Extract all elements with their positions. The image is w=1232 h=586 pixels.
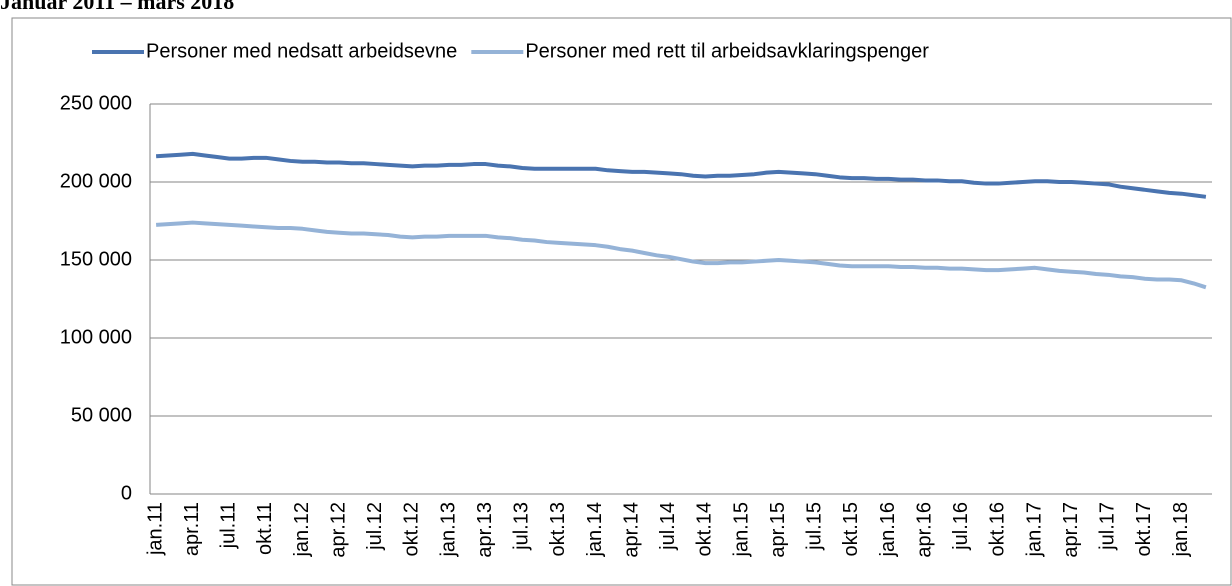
x-tick-label: jan.17: [1023, 502, 1045, 558]
series-line: [155, 151, 1207, 199]
x-tick-label: apr.15: [767, 502, 789, 558]
x-tick-label: jul.15: [804, 502, 826, 551]
x-tick-label: jan.13: [437, 502, 459, 558]
x-tick-label: okt.16: [987, 502, 1009, 556]
y-tick-label: 50 000: [71, 404, 132, 426]
y-tick-label: 250 000: [60, 92, 132, 114]
x-tick-label: jan.11: [144, 502, 166, 556]
x-tick-label: okt.12: [401, 502, 423, 556]
x-tick-label: okt.17: [1133, 502, 1155, 556]
x-tick-label: okt.13: [547, 502, 569, 556]
x-tick-label: jul.12: [364, 502, 386, 551]
x-tick-label: apr.14: [620, 502, 642, 558]
y-tick-label: 0: [121, 482, 132, 504]
legend-label: Personer med nedsatt arbeidsevne: [146, 40, 457, 62]
chart-frame: [11, 17, 1232, 586]
x-tick-label: jul.17: [1097, 502, 1119, 551]
x-tick-label: jul.16: [950, 502, 972, 551]
x-tick-label: jul.13: [511, 502, 533, 551]
x-tick-label: jan.14: [584, 502, 606, 558]
x-tick-label: jul.14: [657, 502, 679, 551]
x-tick-label: jan.15: [730, 502, 752, 558]
chart-title: Januar 2011 – mars 2018: [0, 0, 234, 14]
y-tick-label: 200 000: [60, 170, 132, 192]
legend-label: Personer med rett til arbeidsavklaringsp…: [525, 40, 929, 62]
x-tick-label: jul.11: [218, 502, 240, 549]
x-tick-label: okt.15: [840, 502, 862, 556]
y-tick-label: 150 000: [60, 248, 132, 270]
y-tick-label: 100 000: [60, 326, 132, 348]
x-tick-label: apr.17: [1060, 502, 1082, 558]
series-line: [155, 220, 1207, 290]
x-tick-label: jan.16: [877, 502, 899, 558]
x-tick-label: apr.12: [327, 502, 349, 558]
x-tick-label: okt.14: [694, 502, 716, 556]
x-tick-label: jan.18: [1170, 502, 1192, 558]
x-tick-label: jan.12: [291, 502, 313, 558]
x-tick-label: apr.13: [474, 502, 496, 558]
x-tick-label: apr.16: [913, 502, 935, 558]
x-tick-label: apr.11: [181, 502, 203, 556]
x-tick-label: okt.11: [254, 502, 276, 555]
